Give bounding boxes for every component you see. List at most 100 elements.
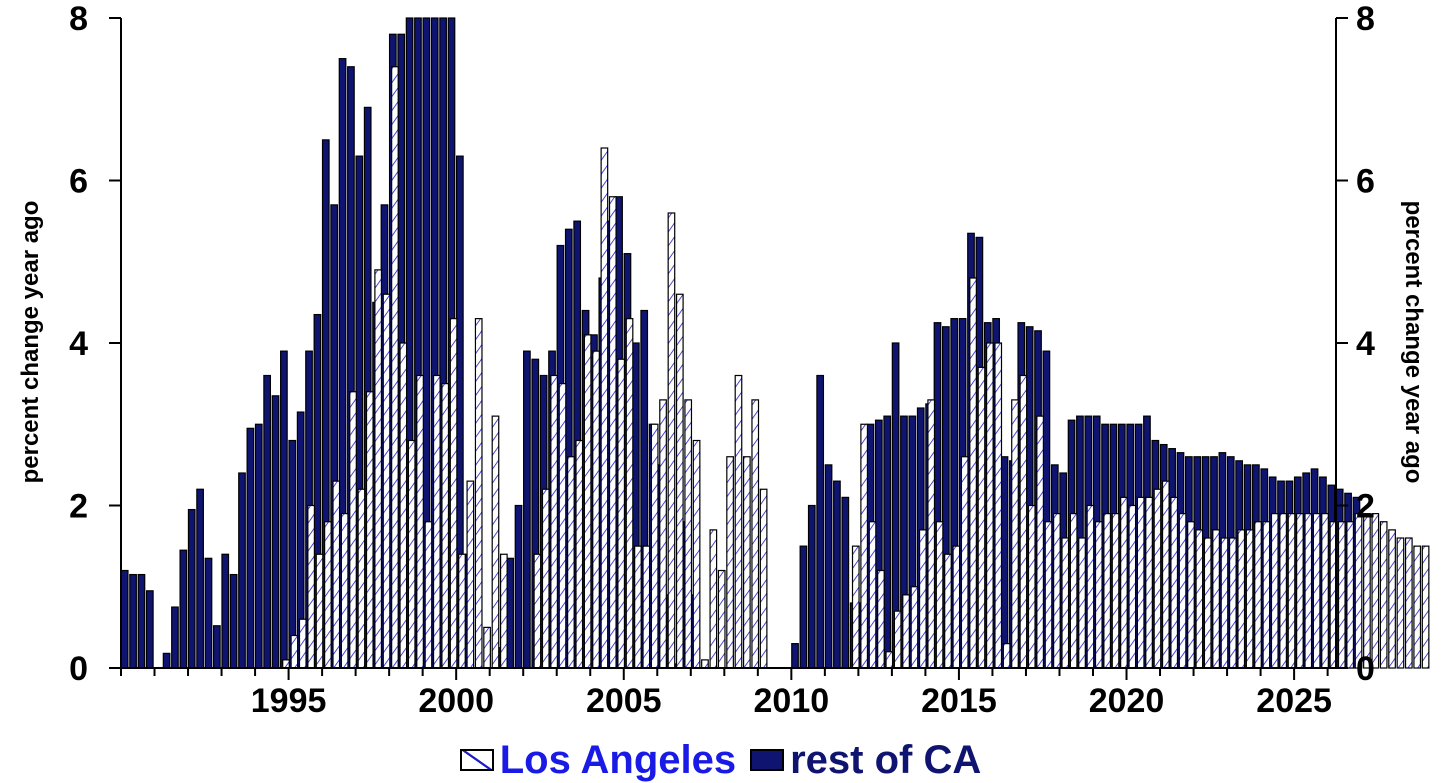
legend-item-los-angeles: Los Angeles (459, 738, 737, 782)
bar-rest-of-ca (514, 504, 523, 669)
bar-los-angeles (1027, 504, 1036, 669)
bar-los-angeles (977, 366, 986, 669)
bar-rest-of-ca (271, 395, 280, 669)
bar-los-angeles (407, 439, 416, 669)
x-tick-label: 2020 (1089, 682, 1165, 720)
bar-los-angeles (1061, 537, 1070, 669)
bar-los-angeles (1170, 496, 1179, 669)
bar-rest-of-ca (204, 557, 213, 669)
bar-los-angeles (1363, 513, 1371, 669)
bar-los-angeles (1203, 537, 1212, 669)
bar-rest-of-ca (246, 427, 255, 669)
bar-los-angeles (868, 521, 877, 669)
bar-rest-of-ca (187, 508, 196, 669)
bar-los-angeles (1270, 513, 1279, 669)
bar-los-angeles (1086, 504, 1095, 669)
bar-los-angeles (449, 318, 458, 669)
bar-chart: 0 0 2 2 4 4 6 6 8 8 1995 2000 2005 2010 2015 2020 2025 p… (17, 0, 1430, 720)
axes-group: 0 0 2 2 4 4 6 6 8 8 1995 2000 2005 2010 2015 2020 2025 (69, 0, 1375, 720)
bar-los-angeles (558, 383, 567, 669)
legend-item-rest-of-ca: rest of CA (750, 738, 981, 782)
bar-rest-of-ca (288, 439, 297, 669)
bar-los-angeles (315, 553, 324, 669)
bar-los-angeles (567, 456, 575, 669)
bar-rest-of-ca (816, 374, 825, 669)
bar-los-angeles (365, 391, 374, 669)
bar-los-angeles (357, 488, 366, 669)
bar-los-angeles (709, 529, 718, 669)
bar-los-angeles (1036, 415, 1044, 669)
bar-los-angeles (592, 350, 600, 669)
bar-los-angeles (742, 456, 751, 669)
bar-los-angeles (1002, 643, 1011, 669)
bar-los-angeles (1287, 513, 1296, 669)
bar-los-angeles (985, 342, 994, 669)
bar-los-angeles (349, 391, 357, 669)
bar-los-angeles (1053, 513, 1061, 669)
bar-los-angeles (1178, 513, 1187, 669)
bar-los-angeles (751, 399, 760, 669)
bar-rest-of-ca (841, 496, 850, 669)
bar-los-angeles (1019, 374, 1028, 669)
bar-los-angeles (441, 383, 450, 669)
y-tick-label-right: 8 (1356, 0, 1375, 38)
bar-los-angeles (499, 553, 508, 669)
bar-los-angeles (600, 147, 609, 669)
bar-los-angeles (650, 423, 659, 669)
bar-los-angeles (935, 521, 944, 669)
bar-los-angeles (340, 513, 349, 669)
bar-los-angeles (1371, 513, 1380, 669)
bar-rest-of-ca (799, 545, 808, 669)
bar-rest-of-ca (506, 557, 515, 669)
bar-los-angeles (1228, 537, 1237, 669)
bar-los-angeles (550, 374, 558, 669)
bar-los-angeles (675, 293, 684, 669)
bar-rest-of-ca (171, 606, 179, 669)
bar-los-angeles (1220, 537, 1229, 669)
bar-los-angeles (1153, 488, 1162, 669)
bar-rest-of-ca (791, 643, 799, 669)
bar-los-angeles (391, 66, 399, 669)
bar-los-angeles (759, 488, 768, 669)
bar-los-angeles (1145, 496, 1153, 669)
bar-los-angeles (432, 374, 441, 669)
bar-los-angeles (994, 342, 1003, 669)
bar-los-angeles (1069, 513, 1078, 669)
bar-los-angeles (969, 277, 977, 669)
y-tick-label-right: 2 (1356, 488, 1375, 526)
bar-los-angeles (1404, 537, 1413, 669)
bar-los-angeles (608, 196, 617, 669)
bar-rest-of-ca (162, 652, 171, 669)
bar-los-angeles (1321, 513, 1329, 669)
y-tick-label-left: 6 (69, 163, 88, 201)
bar-los-angeles (1161, 480, 1170, 669)
bar-rest-of-ca (145, 590, 154, 669)
bar-los-angeles (1111, 513, 1120, 669)
bar-rest-of-ca (120, 569, 129, 669)
bar-los-angeles (617, 358, 626, 669)
bar-los-angeles (332, 480, 341, 669)
bar-los-angeles (851, 545, 860, 669)
bar-los-angeles (282, 659, 290, 669)
x-tick-label: 2025 (1256, 682, 1332, 720)
bar-los-angeles (1245, 529, 1254, 669)
bar-rest-of-ca (523, 350, 531, 669)
x-tick-label: 1995 (251, 682, 327, 720)
bar-los-angeles (634, 545, 642, 669)
bar-los-angeles (1346, 521, 1355, 669)
y-axis-title-right: percent change year ago (1400, 201, 1427, 484)
bar-rest-of-ca (221, 553, 230, 669)
bar-los-angeles (659, 399, 667, 669)
bar-los-angeles (307, 504, 315, 669)
bar-los-angeles (1103, 513, 1112, 669)
bar-los-angeles (424, 521, 433, 669)
bar-rest-of-ca (280, 350, 288, 669)
bar-los-angeles (1354, 513, 1363, 669)
bar-los-angeles (324, 521, 332, 669)
bar-los-angeles (483, 626, 491, 669)
bar-los-angeles (667, 212, 676, 669)
bar-los-angeles (1304, 513, 1313, 669)
legend-label-los-angeles: Los Angeles (499, 738, 737, 782)
bar-los-angeles (1296, 513, 1304, 669)
bar-los-angeles (885, 651, 894, 669)
